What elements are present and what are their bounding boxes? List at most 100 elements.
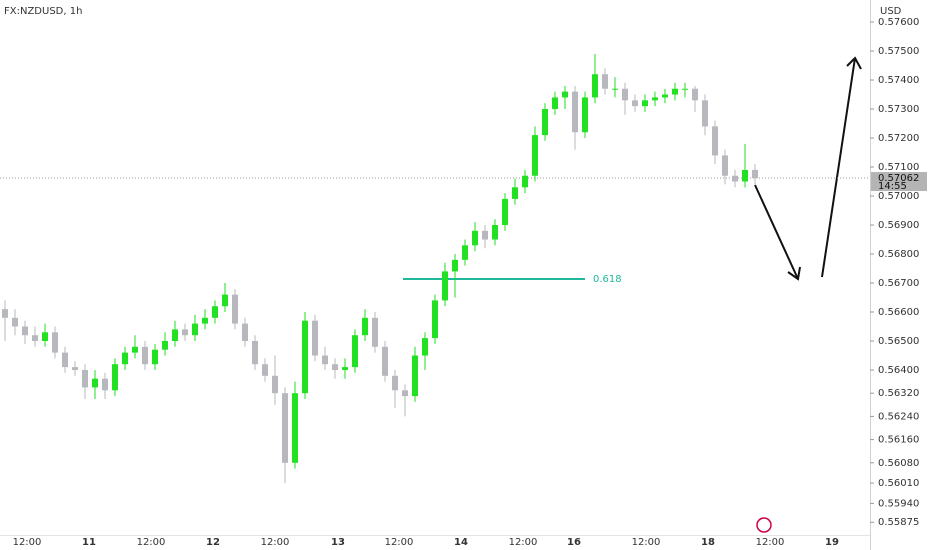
candle-body <box>362 317 368 336</box>
y-tick-label: 0.56600 <box>878 307 919 318</box>
candle-body <box>142 346 148 365</box>
candle-body <box>542 109 548 136</box>
y-tick-label: 0.56700 <box>878 278 919 289</box>
candle-body <box>412 355 418 397</box>
candle-body <box>422 338 428 356</box>
y-tick-label: 0.57000 <box>878 191 919 202</box>
candle-body <box>402 390 408 397</box>
candle-body <box>432 300 438 339</box>
candle-body <box>352 335 358 368</box>
x-tick-label: 19 <box>825 537 839 548</box>
arrow-up <box>821 57 856 278</box>
y-tick-label: 0.57100 <box>878 162 919 173</box>
y-tick-label: 0.56080 <box>878 458 919 469</box>
last-price-label: 0.57062 <box>878 173 919 184</box>
candle-body <box>322 355 328 365</box>
candle-body <box>312 320 318 356</box>
x-tick-label: 12:00 <box>261 537 290 548</box>
candle-body <box>662 94 668 98</box>
candle-body <box>442 271 448 301</box>
candle-body <box>612 88 618 90</box>
x-tick-label: 16 <box>567 537 581 548</box>
y-tick-label: 0.56500 <box>878 336 919 347</box>
candle-body <box>592 74 598 98</box>
candle-body <box>182 329 188 336</box>
candle-body <box>622 88 628 101</box>
arrow-down <box>754 184 799 280</box>
candle-body <box>572 91 578 133</box>
y-tick-label: 0.57400 <box>878 75 919 86</box>
candle-body <box>12 317 18 327</box>
candle-body <box>682 88 688 90</box>
x-tick-label: 11 <box>82 537 96 548</box>
candle-body <box>492 225 498 240</box>
candle-body <box>62 352 68 368</box>
x-tick-label: 12:00 <box>137 537 166 548</box>
candle-body <box>642 100 648 107</box>
candle-body <box>162 341 168 350</box>
candle-body <box>92 378 98 388</box>
candle-body <box>462 245 468 260</box>
candle-body <box>482 230 488 240</box>
candle-body <box>242 323 248 342</box>
y-tick-label: 0.56800 <box>878 249 919 260</box>
x-tick-label: 18 <box>701 537 715 548</box>
x-tick-label: 12:00 <box>13 537 42 548</box>
candle-body <box>452 259 458 272</box>
candle-body <box>582 97 588 133</box>
candle-body <box>102 378 108 391</box>
candle-body <box>602 74 608 89</box>
candle-body <box>282 393 288 463</box>
candle-body <box>212 306 218 318</box>
candle-body <box>292 393 298 463</box>
candle-body <box>42 332 48 342</box>
y-tick-label: 0.55940 <box>878 498 919 509</box>
candle-body <box>372 317 378 347</box>
candle-body <box>202 317 208 324</box>
y-tick-label: 0.56900 <box>878 220 919 231</box>
candle-body <box>502 198 508 226</box>
candle-body <box>632 100 638 107</box>
x-tick-label: 12:00 <box>756 537 785 548</box>
candle-body <box>222 294 228 307</box>
candle-body <box>752 169 758 179</box>
y-tick-label: 0.56400 <box>878 365 919 376</box>
candle-body <box>112 364 118 391</box>
fib-label: 0.618 <box>593 274 622 285</box>
x-tick-label: 14 <box>454 537 468 548</box>
y-tick-label: 0.57300 <box>878 104 919 115</box>
candle-body <box>512 187 518 199</box>
candle-body <box>272 375 278 394</box>
x-tick-label: 13 <box>331 537 345 548</box>
candle-body <box>532 135 538 176</box>
candle-body <box>392 375 398 391</box>
candle-body <box>522 175 528 188</box>
logo <box>756 517 772 533</box>
candle-body <box>552 97 558 110</box>
candle-body <box>562 91 568 98</box>
candle-body <box>652 97 658 101</box>
logo-circle <box>756 517 772 533</box>
candle-body <box>22 326 28 336</box>
x-tick-label: 12 <box>206 537 220 548</box>
candle-body <box>702 100 708 127</box>
candle-body <box>342 367 348 371</box>
x-tick-label: 12:00 <box>509 537 538 548</box>
arrow-head <box>846 56 862 70</box>
candle-body <box>302 320 308 394</box>
candle-body <box>192 323 198 336</box>
candle-body <box>262 364 268 376</box>
candle-body <box>232 294 238 324</box>
x-tick-label: 12:00 <box>632 537 661 548</box>
candle-body <box>32 335 38 342</box>
candle-body <box>52 332 58 353</box>
y-tick-label: 0.57500 <box>878 46 919 57</box>
candle-body <box>82 370 88 388</box>
candle-body <box>672 88 678 95</box>
y-tick-label: 0.56010 <box>878 478 919 489</box>
candle-body <box>172 329 178 342</box>
candle-body <box>732 175 738 182</box>
projection-arrows <box>754 56 862 281</box>
